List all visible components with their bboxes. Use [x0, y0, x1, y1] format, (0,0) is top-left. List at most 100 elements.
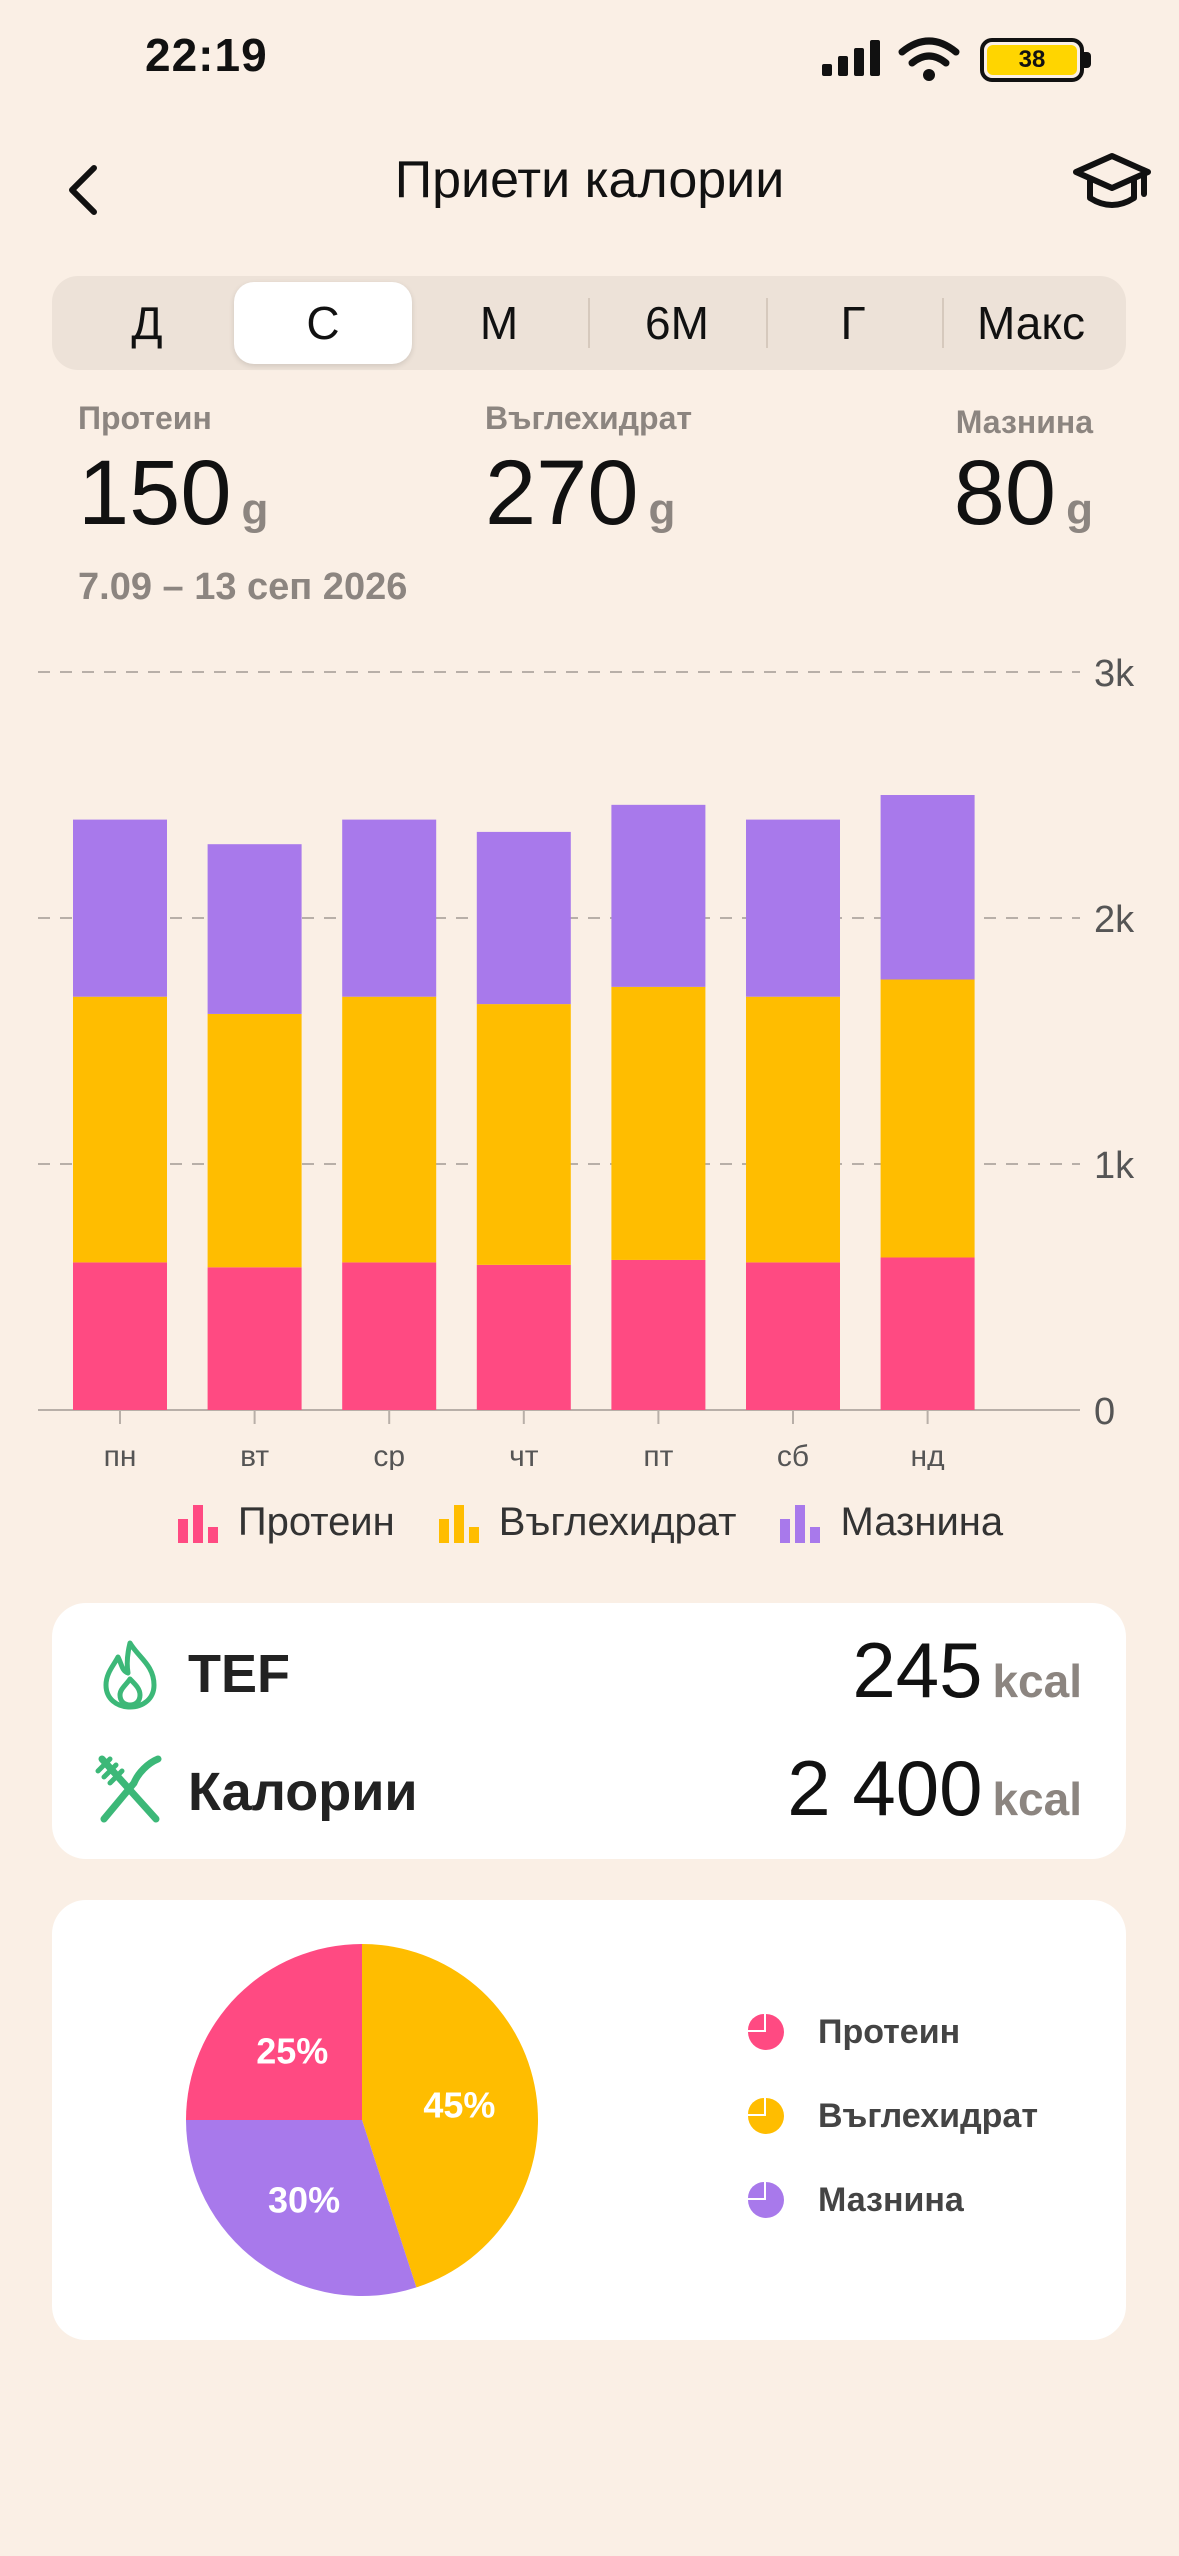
fat-bar-chart-icon	[780, 1504, 821, 1543]
carbs-bar-chart-icon	[438, 1504, 479, 1543]
bar-segment-protein	[880, 1257, 975, 1410]
cellular-signal-icon	[822, 40, 880, 76]
tab-year[interactable]: Г	[840, 297, 866, 349]
calories-label: Калории	[188, 1762, 418, 1822]
chart-legend: Протеин Въглехидрат Мазнина	[0, 1500, 1179, 1545]
y-tick-label: 2k	[1094, 899, 1135, 941]
battery-icon: 38	[980, 38, 1084, 82]
macro-pie-chart: 45% 30% 25%	[186, 1944, 538, 2296]
bar-segment-fat	[746, 819, 840, 997]
protein-bar-chart-icon	[177, 1504, 218, 1543]
carbs-summary: Въглехидрат 270 g	[485, 400, 692, 546]
segment-divider	[766, 298, 768, 348]
tef-value: 245	[852, 1626, 983, 1714]
macro-split-card: 45% 30% 25% Протеин Въглехидрат Мазнина	[52, 1900, 1126, 2340]
tab-week[interactable]: С	[234, 282, 412, 364]
battery-level: 38	[987, 45, 1077, 75]
bar-segment-protein	[342, 1262, 437, 1410]
bar-segment-carbs	[746, 996, 840, 1263]
tab-max[interactable]: Макс	[976, 297, 1086, 349]
bar-segment-fat	[880, 795, 975, 980]
bar-segment-fat	[342, 819, 437, 997]
flame-icon	[103, 1640, 157, 1710]
pie-slice-icon	[748, 2098, 784, 2134]
pie-legend-protein: Протеин	[746, 2012, 1038, 2052]
bar-segment-carbs	[611, 986, 706, 1260]
pie-label-protein: 25%	[256, 2030, 328, 2071]
pie-label-fat: 30%	[268, 2180, 340, 2221]
x-tick-label: ср	[373, 1440, 405, 1470]
pie-legend-fat-label: Мазнина	[818, 2180, 964, 2219]
pie-slice-fat	[186, 2120, 417, 2296]
bar-segment-carbs	[880, 979, 975, 1258]
tab-month[interactable]: М	[479, 297, 519, 349]
bar-segment-protein	[476, 1264, 571, 1410]
y-tick-label: 1k	[1094, 1145, 1135, 1187]
fat-summary: Мазнина 80 g	[954, 404, 1093, 546]
bar-segment-protein	[73, 1262, 167, 1410]
graduation-cap-icon[interactable]	[1072, 148, 1152, 220]
pie-slice-icon	[748, 2182, 784, 2218]
pie-legend-protein-label: Протеин	[818, 2012, 961, 2051]
segment-divider	[588, 298, 590, 348]
bar-segment-protein	[611, 1259, 706, 1410]
energy-card: TEF 245 kcal Калории 2 400 kcal	[52, 1603, 1126, 1859]
tab-day[interactable]: Д	[131, 297, 163, 349]
tef-unit: kcal	[992, 1655, 1082, 1707]
x-tick-label: пн	[104, 1440, 137, 1470]
fat-value: 80	[953, 442, 1057, 544]
carbs-value: 270	[485, 442, 639, 544]
pie-slice-carbs	[362, 1944, 538, 2288]
protein-summary: Протеин 150 g	[78, 400, 268, 546]
protein-unit: g	[241, 485, 269, 534]
pie-slice-icon	[748, 2014, 784, 2050]
bar-segment-fat	[476, 831, 571, 1005]
legend-protein-label: Протеин	[237, 1500, 395, 1544]
bar-segment-protein	[746, 1262, 840, 1410]
pie-legend: Протеин Въглехидрат Мазнина	[746, 2012, 1038, 2220]
page-title: Приети калории	[394, 151, 785, 209]
bar-segment-fat	[73, 819, 167, 997]
wifi-icon	[898, 37, 960, 81]
protein-label: Протеин	[78, 400, 212, 436]
bar-segment-carbs	[476, 1004, 571, 1265]
y-tick-label: 3k	[1094, 653, 1135, 695]
pie-legend-carbs: Въглехидрат	[746, 2096, 1038, 2136]
tef-value-row: 245 kcal	[852, 1625, 1082, 1716]
pie-legend-carbs-label: Въглехидрат	[818, 2096, 1038, 2135]
x-tick-label: нд	[911, 1440, 945, 1470]
segment-divider	[942, 298, 944, 348]
protein-value: 150	[78, 442, 232, 544]
x-tick-label: чт	[509, 1440, 539, 1470]
bar-segment-fat	[611, 804, 706, 987]
x-tick-label: сб	[777, 1440, 809, 1470]
period-segmented-control: Д С М 6М Г Макс	[52, 276, 1126, 370]
status-time: 22:19	[145, 29, 268, 81]
fat-label: Мазнина	[955, 404, 1093, 440]
bar-segment-carbs	[342, 996, 437, 1263]
fork-knife-icon	[95, 1755, 162, 1823]
calories-value: 2 400	[787, 1744, 983, 1832]
bar-segment-carbs	[73, 996, 167, 1263]
legend-fat-label: Мазнина	[840, 1500, 1004, 1544]
x-tick-label: вт	[240, 1440, 269, 1470]
bar-segment-carbs	[207, 1013, 302, 1268]
y-tick-label: 0	[1094, 1391, 1115, 1433]
calories-value-row: 2 400 kcal	[787, 1743, 1082, 1834]
bar-segment-protein	[207, 1267, 302, 1410]
tab-six-months[interactable]: 6М	[645, 297, 709, 349]
back-chevron-icon[interactable]	[60, 160, 110, 220]
fat-unit: g	[1066, 485, 1093, 534]
carbs-label: Въглехидрат	[485, 400, 693, 436]
stacked-bar-chart: 0 1k 2k 3k пн вт ср чт пт сб нд	[38, 653, 1135, 1470]
date-range: 7.09 – 13 сеп 2026	[78, 566, 408, 608]
tef-label: TEF	[188, 1644, 290, 1704]
bar-segment-fat	[207, 844, 302, 1014]
legend-carbs: Въглехидрат	[437, 1500, 736, 1545]
carbs-unit: g	[648, 485, 676, 534]
pie-label-carbs: 45%	[423, 2085, 495, 2126]
legend-protein: Протеин	[176, 1500, 395, 1545]
legend-fat: Мазнина	[778, 1500, 1003, 1545]
calories-unit: kcal	[992, 1773, 1082, 1825]
pie-legend-fat: Мазнина	[746, 2180, 1038, 2220]
